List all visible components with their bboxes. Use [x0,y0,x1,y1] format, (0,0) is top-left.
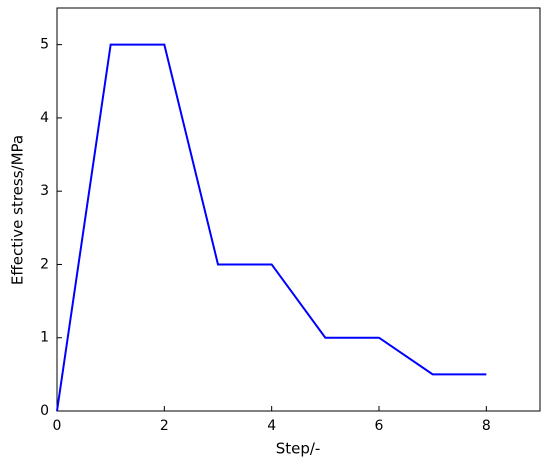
data-line [56,43,487,412]
x-tick-label: 4 [267,418,276,434]
y-tick-label: 4 [40,110,49,126]
y-tick-label: 5 [40,37,49,53]
x-tick-label: 8 [482,418,491,434]
x-tick-label: 2 [160,418,169,434]
y-tick-label: 3 [40,183,49,199]
x-tick-label: 6 [375,418,384,434]
y-tick-label: 0 [40,403,49,419]
y-tick-label: 1 [40,330,49,346]
x-tick-label: 0 [53,418,62,434]
y-axis-title: Effective stress/MPa [9,135,27,285]
x-axis-title: Step/- [276,440,321,458]
plot-frame [56,7,541,412]
y-tick-label: 2 [40,256,49,272]
